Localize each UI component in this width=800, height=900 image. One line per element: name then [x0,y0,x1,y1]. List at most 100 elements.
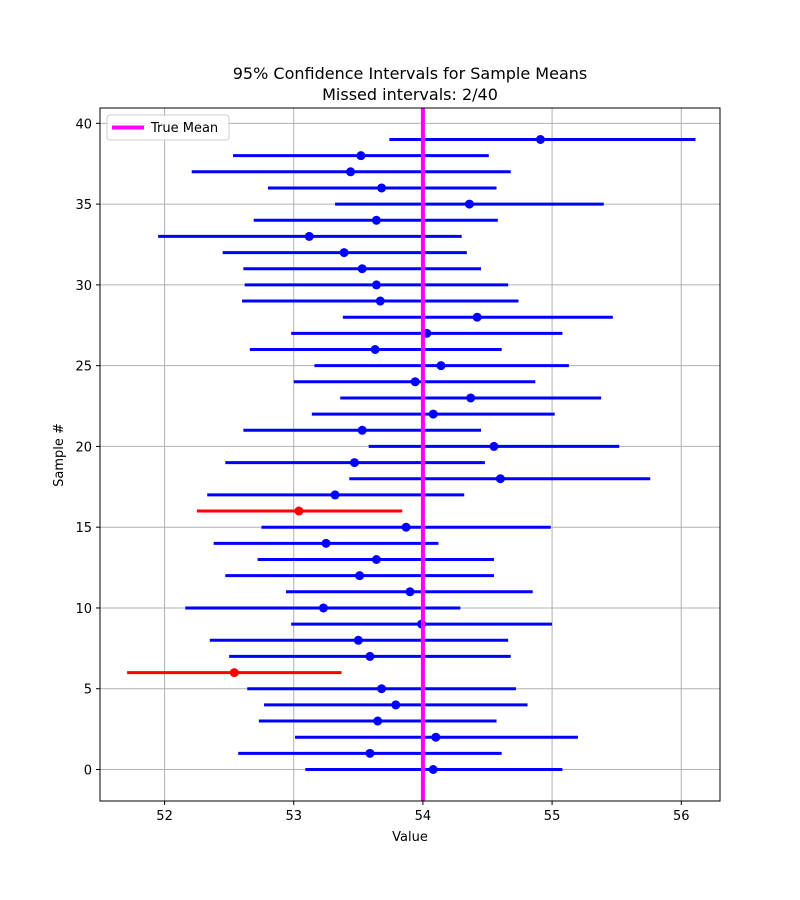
mean-point [377,183,387,193]
mean-point [349,458,359,468]
interval-sample-39 [389,135,696,144]
mean-point [321,538,331,548]
y-tick-label: 0 [84,764,92,779]
interval-sample-25 [314,361,569,371]
interval-sample-2 [295,732,578,742]
mean-point [375,296,385,306]
y-tick-label: 5 [84,683,92,698]
chart-subtitle: Missed intervals: 2/40 [322,85,498,104]
mean-point [410,377,420,387]
interval-sample-31 [243,264,482,274]
interval-sample-13 [257,555,494,564]
y-tick-label: 15 [75,521,92,536]
interval-sample-10 [185,603,461,613]
interval-sample-6 [127,668,342,678]
interval-sample-21 [243,425,482,435]
interval-sample-0 [305,765,563,774]
mean-point [495,474,505,484]
mean-point [535,135,545,144]
mean-point [346,167,356,177]
interval-sample-8 [209,635,509,645]
interval-sample-5 [247,684,516,694]
interval-sample-24 [293,377,536,387]
interval-sample-17 [207,490,465,500]
mean-point [428,765,438,774]
mean-point [353,635,363,645]
mean-point [365,651,375,661]
interval-sample-19 [225,458,485,468]
legend-box [106,114,230,141]
confidence-intervals [127,135,696,774]
mean-point [318,603,328,613]
y-tick-label: 35 [75,198,92,213]
interval-sample-4 [264,700,528,710]
interval-sample-1 [238,748,502,758]
mean-point [330,490,340,500]
interval-sample-26 [249,345,502,354]
interval-sample-16 [196,506,403,516]
mean-point [431,732,441,742]
chart-title: 95% Confidence Intervals for Sample Mean… [233,64,587,83]
y-tick-label: 25 [75,360,92,375]
interval-sample-27 [291,328,563,338]
interval-sample-33 [158,231,462,241]
mean-point [436,361,446,371]
axis-ticks: 52 53 54 55 56 0 5 10 15 20 25 30 35 40 [75,117,689,824]
mean-point [373,716,383,726]
mean-point [489,441,499,451]
interval-sample-34 [253,215,498,225]
mean-point [304,231,314,241]
mean-point [391,700,401,710]
x-tick-label: 54 [415,809,432,824]
x-tick-label: 55 [544,809,561,824]
interval-sample-23 [340,393,602,403]
mean-point [464,199,474,209]
interval-sample-11 [286,587,533,597]
mean-point [371,215,381,225]
mean-point [371,280,381,290]
x-tick-label: 53 [285,809,302,824]
legend: True Mean [106,114,230,141]
interval-sample-30 [244,280,509,290]
mean-point [357,425,367,435]
mean-point [357,264,367,274]
mean-point [365,748,375,758]
y-axis-label: Sample # [52,423,67,487]
interval-sample-36 [267,183,497,193]
mean-point [401,522,411,532]
interval-sample-22 [311,409,555,419]
interval-sample-15 [261,522,551,532]
mean-point [355,571,365,581]
interval-sample-32 [222,248,467,258]
grid-lines [100,108,720,801]
y-tick-label: 40 [75,117,92,132]
y-tick-label: 30 [75,279,92,294]
interval-sample-18 [349,474,651,484]
interval-sample-29 [242,296,519,306]
missed-mean-point [229,668,239,678]
interval-sample-38 [233,151,489,161]
interval-sample-35 [335,199,604,209]
interval-sample-7 [229,651,511,661]
mean-point [377,684,387,694]
mean-point [339,248,349,258]
mean-point [370,345,380,354]
interval-sample-37 [191,167,511,177]
mean-point [428,409,438,419]
mean-point [371,555,381,564]
interval-sample-28 [342,312,613,322]
mean-point [472,312,482,322]
interval-sample-20 [368,441,620,451]
x-tick-label: 56 [673,809,690,824]
y-tick-label: 10 [75,602,92,617]
x-tick-label: 52 [156,809,173,824]
missed-mean-point [294,506,304,516]
interval-sample-14 [213,538,439,548]
interval-sample-3 [258,716,497,726]
y-tick-label: 20 [75,440,92,455]
mean-point [405,587,415,597]
plot-frame [99,107,721,802]
x-axis-label: Value [392,830,428,845]
mean-point [356,151,366,161]
